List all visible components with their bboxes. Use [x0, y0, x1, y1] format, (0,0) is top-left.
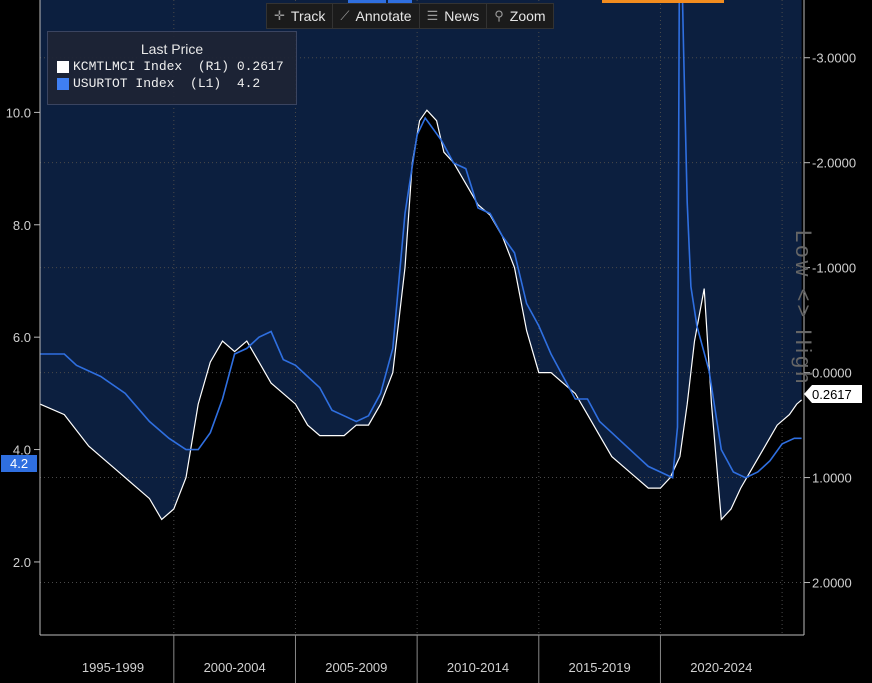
news-icon: ☰	[426, 8, 439, 23]
x-axis-ticks: 1995-1999 2000-2004 2005-2009 2010-2014 2015…	[82, 635, 752, 683]
left-tick-label-1: 4.0	[13, 443, 31, 458]
right-tick-label-5: 2.0000	[812, 576, 852, 591]
track-label: Track	[290, 8, 326, 24]
track-button[interactable]: ✛ Track	[267, 4, 334, 28]
magnifier-icon: ⚲	[494, 8, 504, 23]
annotate-button[interactable]: ⟋ Annotate	[333, 4, 420, 28]
right-tick-label-0: -3.0000	[812, 51, 856, 66]
left-tick-label-4: 10.0	[6, 105, 31, 120]
right-axis-ticks: -3.0000 -2.0000 -1.0000 0.0000 1.0000 2.0000	[804, 51, 856, 591]
kcmtlmci-line	[39, 109, 802, 521]
blue-tab-marker-2	[388, 0, 412, 3]
x-tick-label-0: 1995-1999	[82, 660, 144, 675]
x-tick-label-2: 2005-2009	[325, 660, 387, 675]
grid-lines	[40, 0, 804, 635]
last-value-markers: 4.2 0.2617	[1, 385, 862, 472]
left-last-value-label: 4.2	[10, 456, 28, 471]
zoom-button[interactable]: ⚲ Zoom	[487, 4, 552, 28]
x-tick-label-5: 2020-2024	[690, 660, 752, 675]
left-tick-label-2: 6.0	[13, 330, 31, 345]
annotate-label: Annotate	[355, 8, 412, 24]
chart-toolbar: ✛ Track ⟋ Annotate ☰ News ⚲ Zoom	[266, 3, 554, 29]
axes	[39, 0, 805, 636]
zoom-label: Zoom	[509, 8, 546, 24]
left-axis-ticks: 2.0 4.0 6.0 8.0 10.0	[6, 105, 40, 570]
shade-area	[40, 0, 802, 520]
right-last-value-label: 0.2617	[812, 387, 852, 402]
blue-tab-marker	[348, 0, 386, 3]
low-high-axis-label: Low <> High	[791, 230, 816, 387]
right-last-value-marker	[804, 385, 862, 403]
legend-swatch-usurtot	[57, 77, 69, 90]
news-label: News	[444, 8, 480, 24]
legend-item-kcmtlmci[interactable]: KCMTLMCI Index (R1) 0.2617	[57, 59, 296, 74]
orange-tab-marker	[602, 0, 724, 3]
x-tick-label-3: 2010-2014	[447, 660, 509, 675]
legend-label-kcmtlmci: KCMTLMCI Index (R1) 0.2617	[73, 59, 284, 74]
x-tick-label-1: 2000-2004	[204, 660, 266, 675]
legend-item-usurtot[interactable]: USURTOT Index (L1) 4.2	[57, 76, 296, 91]
pencil-icon: ⟋	[340, 8, 350, 23]
usurtot-line	[40, 0, 802, 479]
right-tick-label-1: -2.0000	[812, 156, 856, 171]
right-tick-label-3: 0.0000	[812, 366, 852, 381]
x-tick-label-4: 2015-2019	[569, 660, 631, 675]
left-last-value-marker	[1, 455, 37, 472]
right-tick-label-4: 1.0000	[812, 471, 852, 486]
right-tick-label-2: -1.0000	[812, 261, 856, 276]
chart-legend[interactable]: Last Price KCMTLMCI Index (R1) 0.2617 US…	[47, 31, 297, 105]
left-tick-label-0: 2.0	[13, 555, 31, 570]
crosshair-icon: ✛	[274, 8, 285, 23]
legend-swatch-kcmtlmci	[57, 60, 69, 73]
legend-title: Last Price	[140, 41, 204, 57]
left-tick-label-3: 8.0	[13, 218, 31, 233]
news-button[interactable]: ☰ News	[420, 4, 488, 28]
legend-label-usurtot: USURTOT Index (L1) 4.2	[73, 76, 261, 91]
